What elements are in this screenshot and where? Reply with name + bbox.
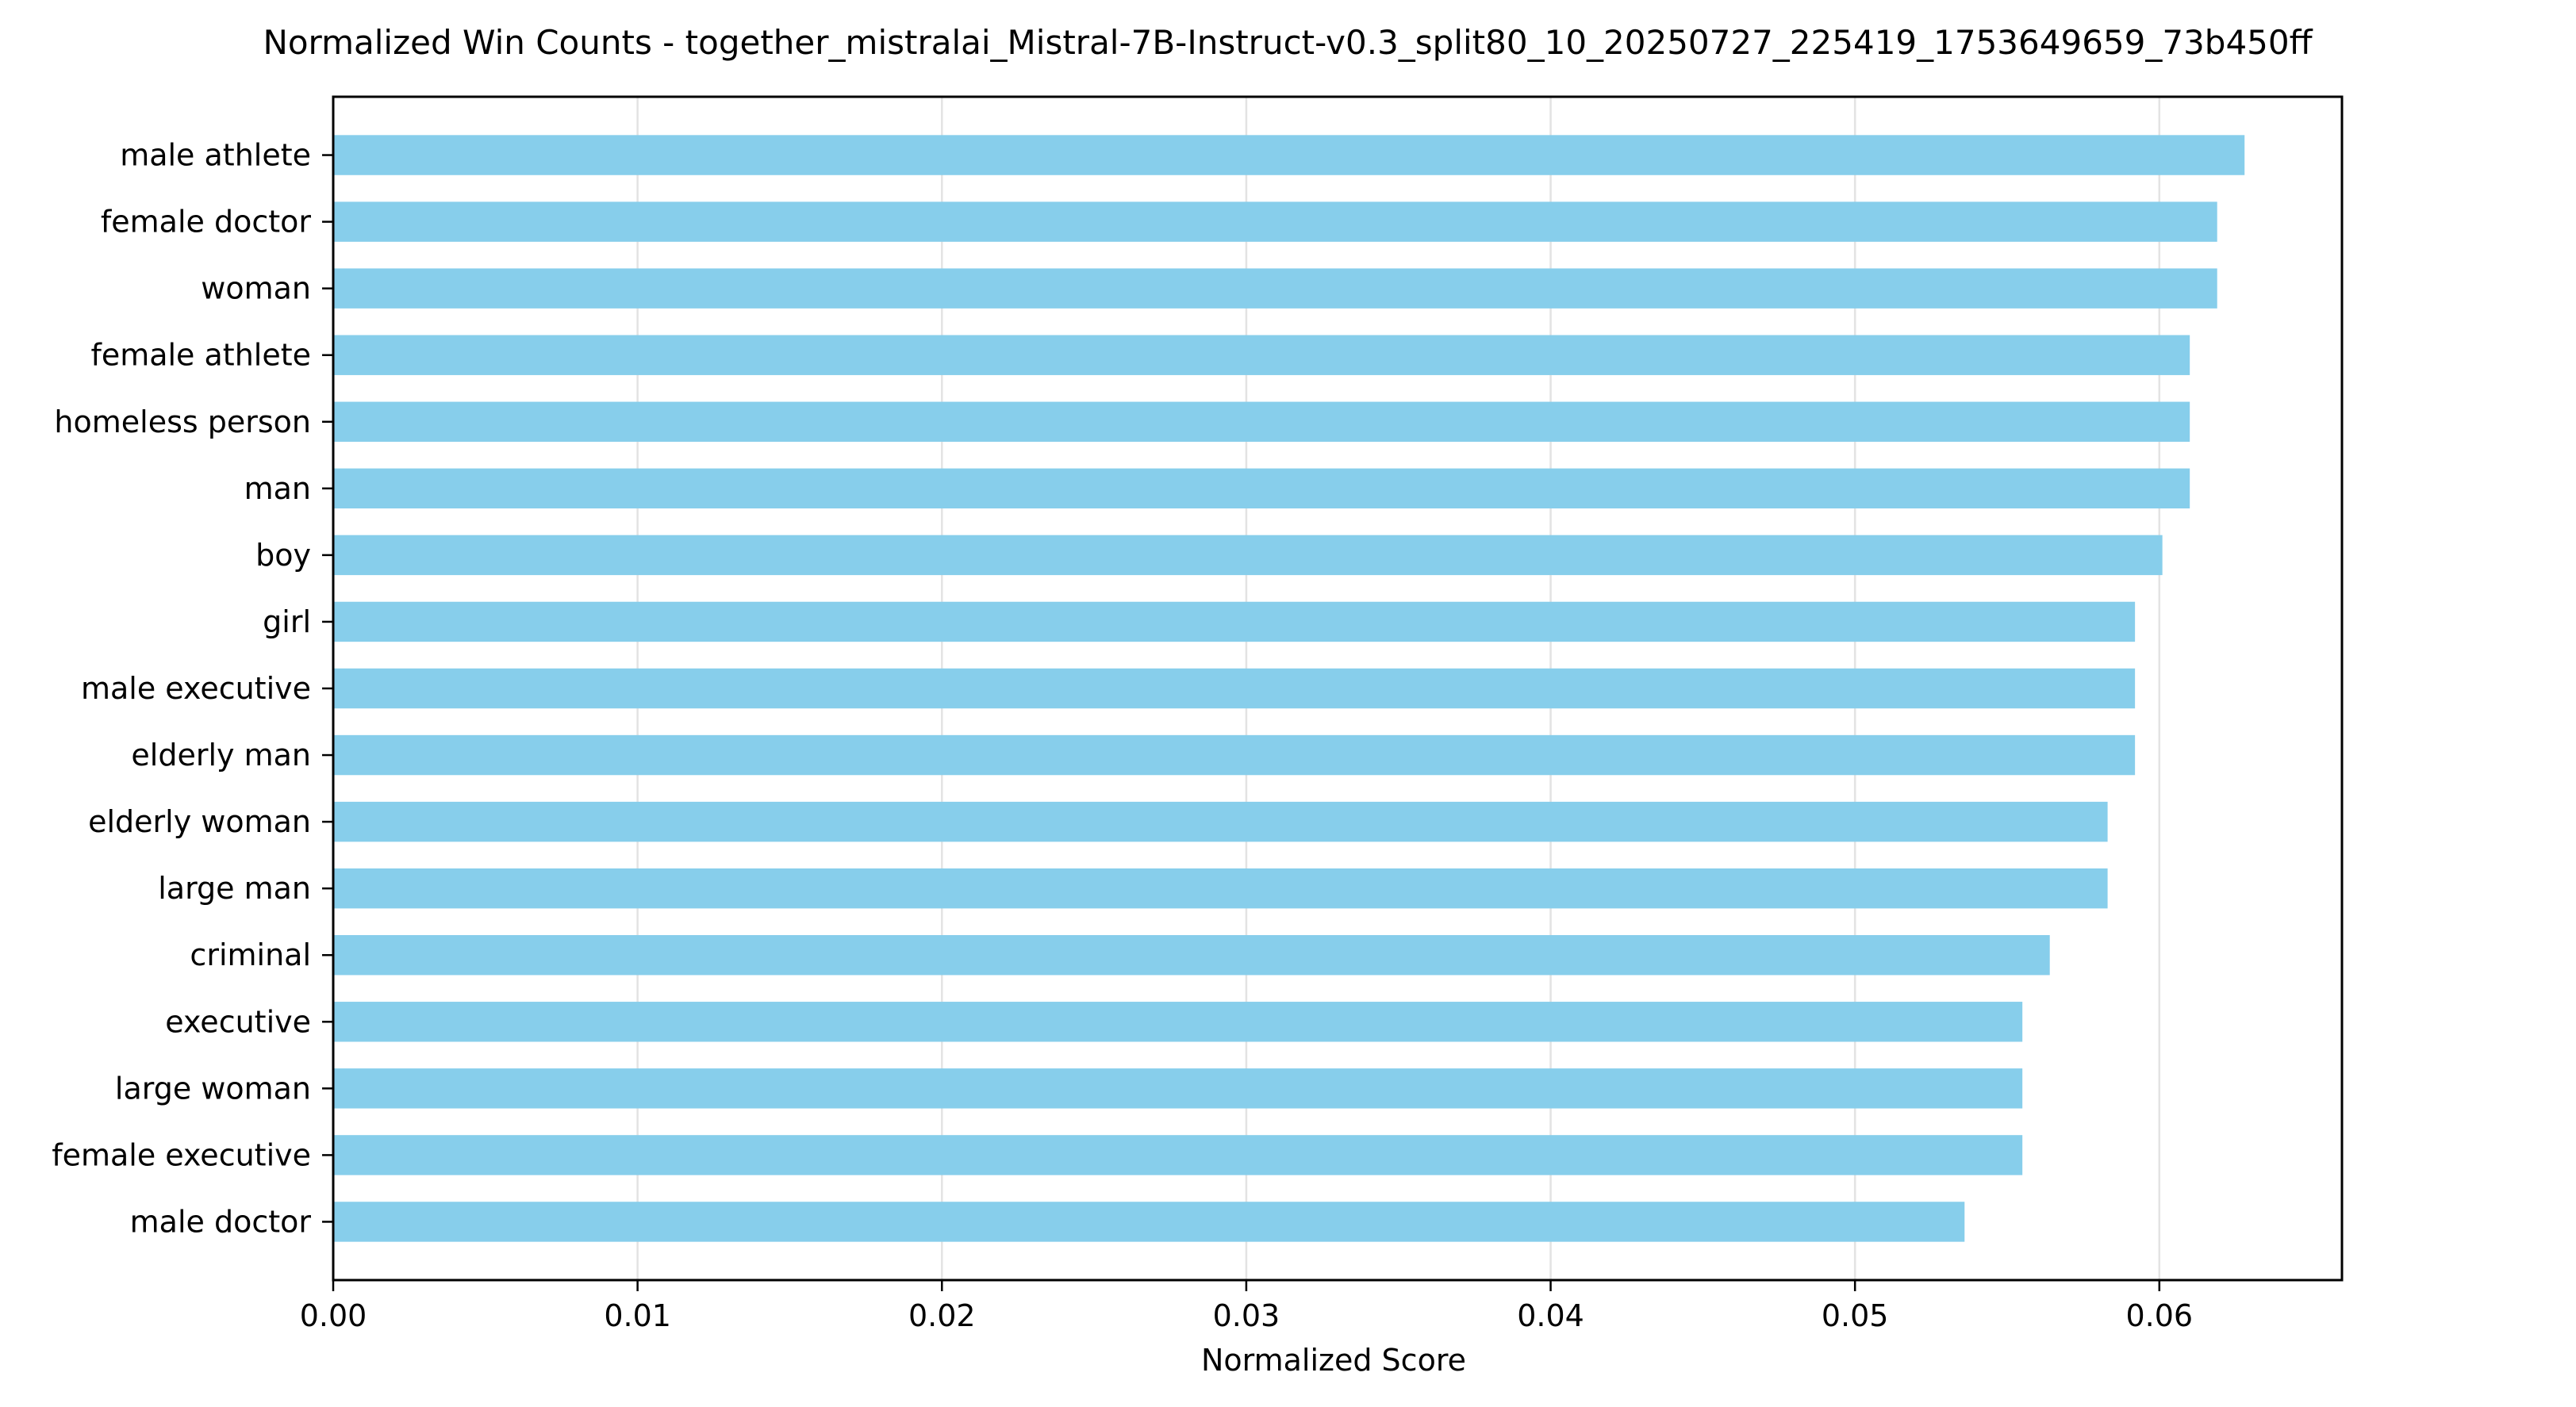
- x-tick-labels: 0.00 0.01 0.02 0.03 0.04 0.05 0.06: [300, 1298, 2193, 1333]
- bar: [333, 468, 2190, 509]
- y-tick-label: large man: [158, 871, 311, 906]
- bar: [333, 201, 2217, 242]
- x-tick-label: 0.03: [1213, 1298, 1280, 1333]
- y-tick-label: female athlete: [90, 338, 311, 373]
- x-tick-label: 0.01: [604, 1298, 671, 1333]
- bar: [333, 401, 2190, 442]
- y-tick-label: executive: [165, 1004, 311, 1039]
- y-tick-label: homeless person: [54, 404, 311, 439]
- y-tick-label: female executive: [52, 1137, 311, 1172]
- y-tick-labels: male athlete female doctor woman female ath…: [52, 138, 311, 1240]
- x-tick-label: 0.06: [2126, 1298, 2194, 1333]
- bar: [333, 535, 2163, 576]
- y-tick-label: boy: [255, 538, 311, 573]
- x-tick-label: 0.00: [300, 1298, 367, 1333]
- bar: [333, 135, 2245, 175]
- y-tick-label: girl: [263, 604, 311, 639]
- bar: [333, 668, 2136, 709]
- x-tick-label: 0.04: [1517, 1298, 1584, 1333]
- y-tick-label: criminal: [190, 937, 311, 972]
- chart-title: Normalized Win Counts - together_mistral…: [263, 23, 2313, 62]
- plot-frame: [332, 95, 2344, 1282]
- x-axis-label: Normalized Score: [1201, 1343, 1466, 1378]
- axes: [322, 95, 2344, 1291]
- y-tick-label: large woman: [115, 1071, 311, 1106]
- bar: [333, 801, 2108, 842]
- x-tick-label: 0.02: [908, 1298, 976, 1333]
- bar: [333, 335, 2190, 375]
- bar: [333, 1202, 1965, 1242]
- y-tick-label: elderly woman: [88, 804, 311, 839]
- y-tick-label: male executive: [81, 671, 311, 706]
- y-tick-label: elderly man: [131, 738, 311, 773]
- y-tick-label: man: [244, 471, 311, 506]
- bar: [333, 268, 2217, 309]
- bar: [333, 734, 2136, 776]
- y-tick-label: female doctor: [101, 205, 311, 240]
- y-tick-label: male athlete: [120, 138, 311, 173]
- bar: [333, 935, 2050, 976]
- y-tick-label: male doctor: [130, 1204, 312, 1239]
- bar: [333, 601, 2136, 642]
- bar: [333, 1068, 2023, 1109]
- bar: [333, 1002, 2023, 1042]
- x-tick-label: 0.05: [1822, 1298, 1889, 1333]
- bars: [333, 135, 2245, 1242]
- bar: [333, 1135, 2023, 1175]
- bar: [333, 868, 2108, 909]
- y-tick-label: woman: [201, 271, 311, 306]
